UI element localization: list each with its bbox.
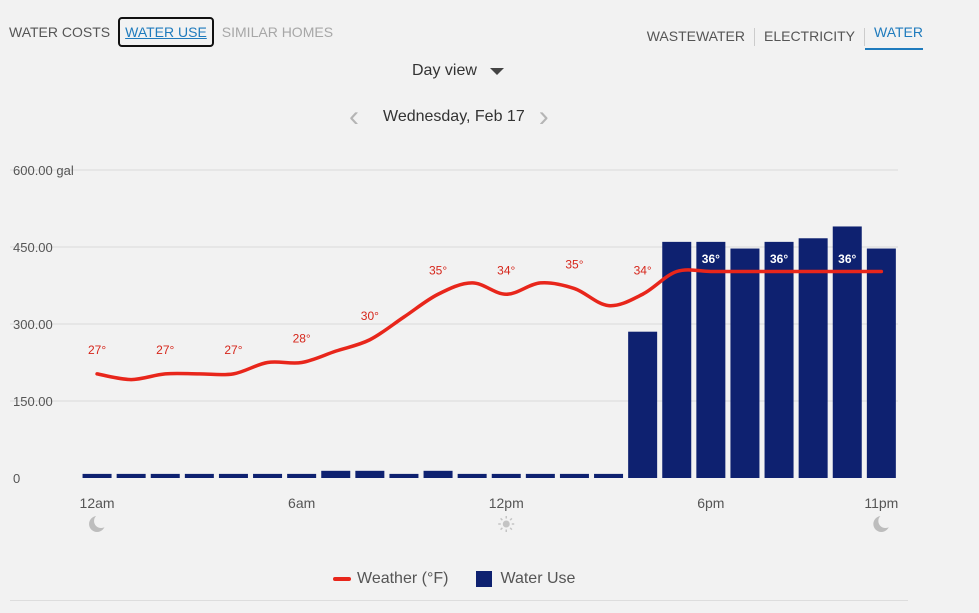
water-use-bar[interactable] [798, 238, 828, 478]
water-use-bar[interactable] [287, 473, 317, 478]
water-use-bar[interactable] [525, 473, 555, 478]
water-use-bar[interactable] [184, 473, 214, 478]
chart-legend: Weather (°F) Water Use [333, 570, 575, 588]
water-use-bar[interactable] [594, 473, 624, 478]
view-selector-label: Day view [412, 62, 477, 79]
water-use-bar[interactable] [389, 473, 419, 478]
water-use-bar[interactable] [662, 241, 692, 478]
y-tick-label: 0 [13, 471, 20, 486]
view-selector[interactable]: Day view [412, 62, 504, 80]
temperature-label: 34° [497, 263, 515, 277]
utility-tabs: WASTEWATER ELECTRICITY WATER [638, 24, 923, 50]
water-use-bar[interactable] [321, 470, 351, 478]
temperature-label: 30° [361, 309, 379, 323]
water-use-bar[interactable] [355, 470, 385, 478]
temperature-label: 27° [224, 343, 242, 357]
water-use-bar[interactable] [832, 226, 862, 478]
water-use-bar[interactable] [696, 241, 726, 478]
usage-tabs: WATER COSTS WATER USE SIMILAR HOMES [0, 17, 341, 47]
water-use-chart: 0 150.00 300.00 450.00 600.00 gal 27° 27° 27° 28… [10, 163, 898, 532]
sun-icon [498, 516, 515, 532]
water-use-bar[interactable] [150, 473, 180, 478]
tab-water[interactable]: WATER [865, 24, 923, 50]
y-tick-label: 450.00 [13, 240, 53, 255]
water-use-bar[interactable] [559, 473, 589, 478]
legend-weather-swatch [333, 577, 351, 581]
date-navigator: ‹ Wednesday, Feb 17 › [349, 100, 549, 133]
x-tick-label: 11pm [864, 495, 898, 511]
water-use-bar[interactable] [457, 473, 487, 478]
temperature-label: 36° [838, 252, 856, 266]
tab-wastewater[interactable]: WASTEWATER [638, 28, 755, 46]
y-tick-label: 600.00 gal [13, 163, 74, 178]
tab-water-use[interactable]: WATER USE [118, 17, 214, 47]
temperature-label: 34° [634, 263, 652, 277]
x-tick-label: 12pm [489, 495, 524, 511]
tab-water-costs[interactable]: WATER COSTS [9, 24, 111, 40]
temperature-label: 36° [770, 252, 788, 266]
water-use-bar[interactable] [628, 331, 658, 478]
legend-water-label[interactable]: Water Use [500, 570, 576, 587]
divider [10, 600, 908, 601]
weather-line [95, 268, 884, 382]
water-use-bar[interactable] [116, 473, 146, 478]
water-use-bar[interactable] [253, 473, 283, 478]
water-use-bar[interactable] [423, 470, 453, 478]
water-use-bar[interactable] [218, 473, 248, 478]
water-use-bar[interactable] [82, 473, 112, 478]
x-tick-label: 6pm [697, 495, 724, 511]
chevron-right-icon[interactable]: › [538, 100, 549, 133]
water-use-bar[interactable] [866, 248, 896, 478]
x-tick-label: 6am [288, 495, 315, 511]
temperature-label: 27° [88, 343, 106, 357]
water-use-bar[interactable] [764, 241, 794, 478]
x-tick-label: 12am [80, 495, 115, 511]
tab-similar-homes[interactable]: SIMILAR HOMES [221, 24, 334, 40]
moon-icon [89, 514, 109, 532]
y-tick-label: 150.00 [13, 394, 53, 409]
chevron-left-icon[interactable]: ‹ [349, 100, 359, 133]
temperature-label: 35° [565, 258, 583, 272]
current-date: Wednesday, Feb 17 [383, 108, 525, 125]
temperature-label: 28° [293, 332, 311, 346]
water-use-bar[interactable] [491, 473, 521, 478]
temperature-label: 27° [156, 343, 174, 357]
water-use-bar[interactable] [730, 248, 760, 478]
chevron-down-icon [489, 67, 504, 75]
legend-water-swatch [476, 571, 493, 587]
temperature-label: 36° [702, 252, 720, 266]
temperature-label: 35° [429, 263, 447, 277]
moon-icon [873, 514, 893, 532]
tab-electricity[interactable]: ELECTRICITY [755, 28, 865, 46]
y-tick-label: 300.00 [13, 317, 53, 332]
legend-weather-label[interactable]: Weather (°F) [357, 570, 449, 587]
